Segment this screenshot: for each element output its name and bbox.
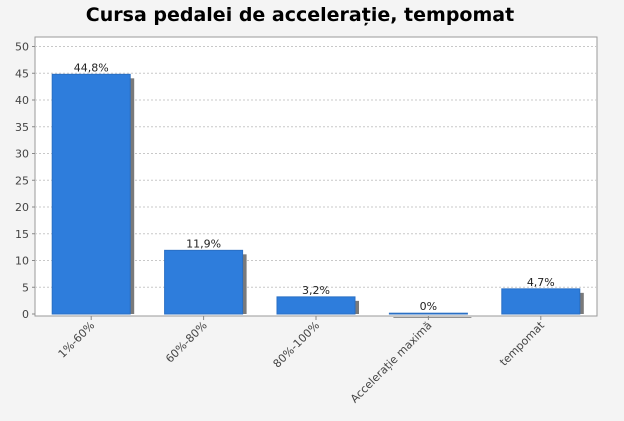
y-tick-label: 45 xyxy=(15,67,29,80)
bar xyxy=(164,249,244,315)
bars xyxy=(51,73,584,318)
x-tick-label: Accelerație maximă xyxy=(348,319,435,406)
bar-value-label: 3,2% xyxy=(302,284,330,297)
value-labels: 44,8% 11,9% 3,2% 0% 4,7% xyxy=(74,61,555,313)
y-tick-label: 25 xyxy=(15,174,29,187)
y-tick-label: 15 xyxy=(15,228,29,241)
x-tick-label: 80%-100% xyxy=(271,319,323,371)
y-tick-label: 35 xyxy=(15,121,29,134)
y-tick-label: 5 xyxy=(22,281,29,294)
y-tick-label: 40 xyxy=(15,94,29,107)
bar xyxy=(501,288,581,315)
y-tick-label: 50 xyxy=(15,41,29,54)
bar-value-label: 0% xyxy=(420,300,437,313)
bar-shadow xyxy=(393,317,472,318)
y-tick-label: 20 xyxy=(15,201,29,214)
bar-value-label: 44,8% xyxy=(74,61,109,74)
bar-value-label: 11,9% xyxy=(186,237,221,250)
bar xyxy=(276,296,356,315)
x-axis-ticks: 1%-60% 60%-80% 80%-100% Accelerație maximă t… xyxy=(56,316,547,406)
bar-value-label: 4,7% xyxy=(527,276,555,289)
x-tick-label: tempomat xyxy=(497,318,547,368)
x-tick-label: 1%-60% xyxy=(56,319,98,361)
x-tick-label: 60%-80% xyxy=(163,319,210,366)
chart-title: Cursa pedalei de accelerație, tempomat xyxy=(85,4,515,26)
bar xyxy=(51,73,131,315)
y-tick-label: 0 xyxy=(22,308,29,321)
y-tick-label: 30 xyxy=(15,148,29,161)
bar xyxy=(388,312,468,315)
y-axis-ticks: 0 5 10 15 20 25 30 35 40 45 50 xyxy=(15,41,35,321)
y-tick-label: 10 xyxy=(15,255,29,268)
